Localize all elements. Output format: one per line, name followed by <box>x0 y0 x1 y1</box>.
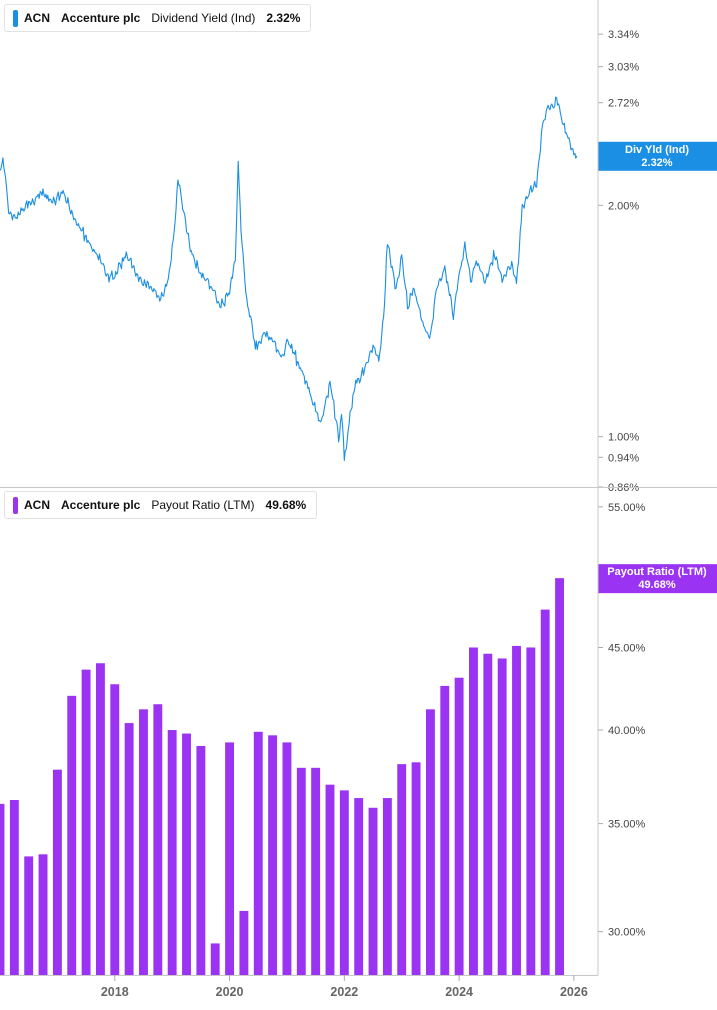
yield-callout-box <box>598 141 717 171</box>
payout-bar-23 <box>325 784 335 975</box>
payout-tick-label-30-00: 30.00% <box>608 927 646 939</box>
payout-tick-label-45-00: 45.00% <box>608 642 646 654</box>
payout-panel: 55.00% 45.00% 40.00% 35.00% 30.00% Payout Rat… <box>0 502 717 975</box>
payout-bar-33 <box>469 647 478 975</box>
payout-bar-15 <box>210 943 220 975</box>
payout-bar-3 <box>38 854 48 975</box>
payout-bar-14 <box>196 745 206 975</box>
payout-bar-9 <box>124 723 134 975</box>
payout-bar-32 <box>454 677 464 975</box>
payout-tick-label-40-00: 40.00% <box>608 725 646 737</box>
yield-series-line <box>0 96 578 461</box>
yield-legend-company: Accenture plc <box>61 11 141 25</box>
payout-legend-metric: Payout Ratio (LTM) <box>151 498 255 512</box>
yield-legend-swatch <box>13 9 18 27</box>
yield-panel: 3.34%3.03%2.72%2.00%1.00%0.94%0.86%Div Y… <box>0 29 717 494</box>
payout-bar-0 <box>0 803 5 975</box>
payout-bar-5 <box>67 695 77 975</box>
payout-bar-34 <box>483 653 493 975</box>
payout-bar-24 <box>339 790 349 975</box>
payout-bar-13 <box>182 733 191 975</box>
yield-callout-label: Div Yld (Ind) <box>625 144 689 156</box>
payout-bar-19 <box>268 735 278 975</box>
payout-bar-8 <box>110 684 120 975</box>
payout-bar-39 <box>555 578 564 975</box>
x-tick-label-2026: 2026 <box>560 985 588 999</box>
yield-callout-value: 2.32% <box>641 157 672 169</box>
payout-legend: ACN Accenture plc Payout Ratio (LTM) 49.… <box>4 491 318 519</box>
payout-bar-4 <box>52 769 62 975</box>
payout-legend-company: Accenture plc <box>61 498 141 512</box>
payout-bar-11 <box>153 704 163 975</box>
payout-callout-value: 49.68% <box>638 579 676 591</box>
payout-bar-16 <box>225 742 235 975</box>
payout-bar-2 <box>24 856 34 975</box>
payout-bar-27 <box>382 798 392 975</box>
payout-bar-37 <box>526 647 536 975</box>
yield-tick-label-3-03: 3.03% <box>608 62 639 74</box>
payout-tick-label-35-00: 35.00% <box>608 819 646 831</box>
payout-callout-box <box>598 564 717 594</box>
payout-legend-ticker: ACN <box>24 498 50 512</box>
payout-bar-1 <box>9 799 19 975</box>
payout-bar-29 <box>411 762 421 975</box>
payout-bar-7 <box>95 663 105 975</box>
yield-tick-label-2-00: 2.00% <box>608 200 639 212</box>
yield-tick-label-1-00: 1.00% <box>608 432 639 444</box>
x-tick-label-2024: 2024 <box>445 985 473 999</box>
payout-bar-21 <box>296 767 306 975</box>
x-tick-label-2022: 2022 <box>330 985 358 999</box>
payout-legend-swatch <box>13 496 18 514</box>
payout-bar-10 <box>139 709 148 975</box>
payout-bar-18 <box>253 731 263 975</box>
payout-tick-label-55-00: 55.00% <box>608 502 646 514</box>
payout-legend-value: 49.68% <box>265 498 307 512</box>
yield-legend-ticker: ACN <box>24 11 50 25</box>
yield-legend: ACN Accenture plc Dividend Yield (Ind) 2… <box>4 4 312 32</box>
payout-bar-30 <box>425 709 435 975</box>
yield-legend-value: 2.32% <box>266 11 301 25</box>
payout-bar-17 <box>239 910 249 975</box>
payout-callout-label: Payout Ratio (LTM) <box>607 566 707 578</box>
payout-bar-25 <box>354 798 364 975</box>
payout-bar-6 <box>81 669 91 975</box>
x-tick-label-2018: 2018 <box>101 985 129 999</box>
payout-bar-38 <box>540 609 550 975</box>
payout-bar-20 <box>282 742 292 975</box>
payout-bar-28 <box>397 764 407 975</box>
yield-tick-label-2-72: 2.72% <box>608 98 639 110</box>
payout-bar-31 <box>440 685 450 975</box>
yield-tick-label-3-34: 3.34% <box>608 29 639 41</box>
payout-bar-35 <box>497 658 507 975</box>
payout-bar-22 <box>311 767 321 975</box>
yield-legend-metric: Dividend Yield (Ind) <box>151 11 256 25</box>
payout-bar-36 <box>512 645 521 975</box>
x-tick-label-2020: 2020 <box>216 985 244 999</box>
payout-bar-12 <box>167 730 177 975</box>
yield-tick-label-0-94: 0.94% <box>608 452 639 464</box>
payout-bar-26 <box>368 807 378 975</box>
